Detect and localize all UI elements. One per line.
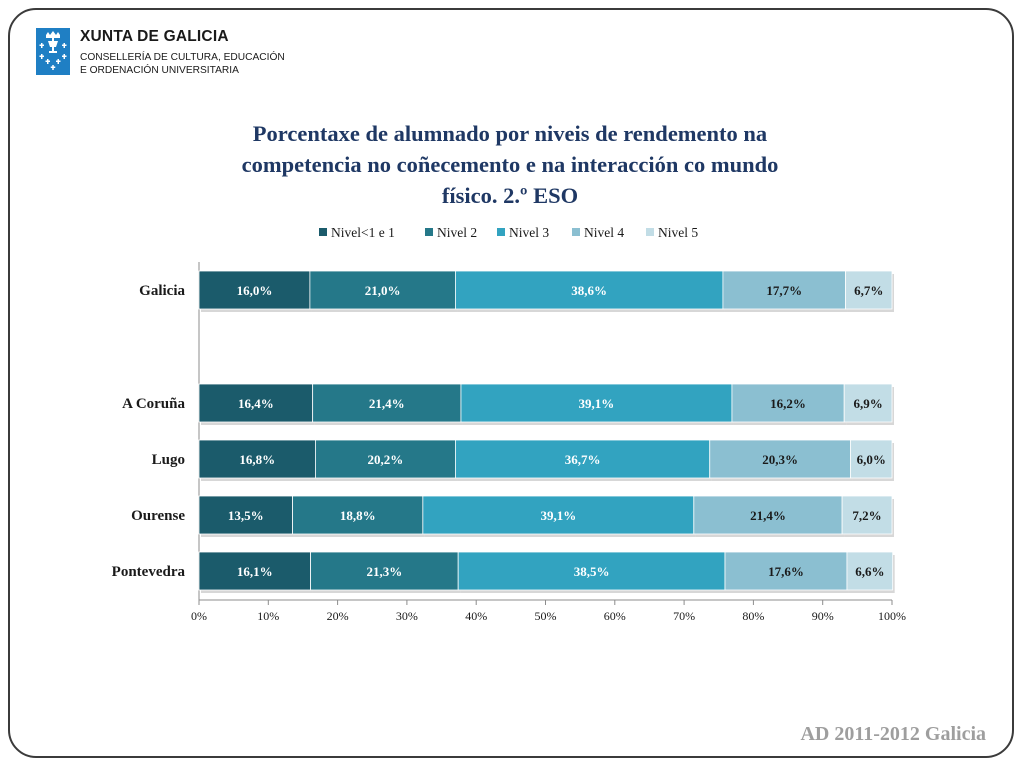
data-label-2-0: 16,4%: [238, 396, 274, 411]
x-tick-label-3: 30%: [396, 609, 418, 623]
x-tick-label-9: 90%: [812, 609, 834, 623]
dept-line-2: E ORDENACIÓN UNIVERSITARIA: [80, 65, 239, 76]
bar-segment-3-3: [709, 439, 851, 479]
bar-segment-3-2: [455, 439, 711, 479]
data-label-5-4: 6,6%: [855, 564, 884, 579]
dept-line-1: CONSELLERÍA DE CULTURA, EDUCACIÓN: [80, 52, 285, 63]
x-tick-label-6: 60%: [604, 609, 626, 623]
data-label-2-1: 21,4%: [369, 396, 405, 411]
x-tick-label-0: 0%: [191, 609, 207, 623]
bar-segment-3-4: [850, 439, 893, 479]
x-tick-label-8: 80%: [742, 609, 764, 623]
chart-title-line-3: físico. 2.º ESO: [441, 183, 579, 208]
data-label-3-2: 36,7%: [565, 452, 601, 467]
data-label-4-4: 7,2%: [852, 508, 881, 523]
legend-swatch-4: [572, 228, 580, 236]
x-tick-label-7: 70%: [673, 609, 695, 623]
bar-segment-2-2: [460, 383, 733, 423]
chart-title: Porcentaxe de alumnado por niveis de ren…: [170, 118, 850, 211]
legend-swatch-2: [425, 228, 433, 236]
category-label-2: A Coruña: [122, 396, 185, 412]
category-label-0: Galicia: [139, 283, 185, 299]
data-label-5-3: 17,6%: [768, 564, 804, 579]
data-label-0-0: 16,0%: [237, 283, 273, 298]
x-tick-label-4: 40%: [465, 609, 487, 623]
bar-segment-4-0: [198, 495, 293, 535]
data-label-5-0: 16,1%: [237, 564, 273, 579]
org-title: XUNTA DE GALICIA: [80, 28, 229, 45]
data-label-0-1: 21,0%: [365, 283, 401, 298]
data-label-4-1: 18,8%: [340, 508, 376, 523]
data-label-3-0: 16,8%: [239, 452, 275, 467]
legend-swatch-5: [646, 228, 654, 236]
bar-segment-3-1: [315, 439, 456, 479]
slide-frame: [8, 8, 1014, 758]
bar-segment-4-4: [841, 495, 893, 535]
legend-label-5: Nivel 5: [658, 225, 698, 240]
x-tick-label-5: 50%: [535, 609, 557, 623]
data-label-3-1: 20,2%: [368, 452, 404, 467]
data-label-4-2: 39,1%: [540, 508, 576, 523]
chart-title-line-1: Porcentaxe de alumnado por niveis de ren…: [252, 121, 768, 146]
legend-swatch-3: [497, 228, 505, 236]
bar-segment-5-2: [457, 551, 726, 591]
data-label-5-2: 38,5%: [574, 564, 610, 579]
bar-segment-2-3: [731, 383, 845, 423]
data-label-5-1: 21,3%: [367, 564, 403, 579]
category-label-3: Lugo: [152, 452, 185, 468]
galicia-coat-of-arms-icon: [36, 28, 70, 75]
data-label-0-3: 17,7%: [766, 283, 802, 298]
data-label-4-3: 21,4%: [750, 508, 786, 523]
footer-label: AD 2011-2012 Galicia: [800, 723, 986, 745]
bar-segment-0-3: [722, 270, 846, 310]
bar-segment-0-4: [845, 270, 893, 310]
x-tick-label-2: 20%: [327, 609, 349, 623]
bar-segment-4-1: [292, 495, 424, 535]
xunta-logo: XUNTA DE GALICIA CONSELLERÍA DE CULTURA,…: [36, 28, 336, 78]
bar-segment-2-4: [843, 383, 893, 423]
data-label-0-4: 6,7%: [854, 283, 883, 298]
data-label-3-3: 20,3%: [762, 452, 798, 467]
legend-swatch-1: [319, 228, 327, 236]
data-label-0-2: 38,6%: [571, 283, 607, 298]
bar-segment-4-3: [693, 495, 843, 535]
data-label-4-0: 13,5%: [228, 508, 264, 523]
bar-segment-5-3: [724, 551, 848, 591]
data-label-2-2: 39,1%: [579, 396, 615, 411]
category-label-4: Ourense: [131, 508, 185, 524]
chart-title-line-2: competencia no coñecemento e na interacc…: [241, 152, 779, 177]
bar-segment-2-0: [198, 383, 314, 423]
data-label-2-4: 6,9%: [853, 396, 882, 411]
bar-segment-5-4: [846, 551, 894, 591]
bar-segment-5-0: [198, 551, 311, 591]
legend-label-2: Nivel 2: [437, 225, 477, 240]
legend-label-3: Nivel 3: [509, 225, 549, 240]
x-tick-label-1: 10%: [257, 609, 279, 623]
bar-segment-3-0: [198, 439, 316, 479]
data-label-3-4: 6,0%: [857, 452, 886, 467]
category-label-5: Pontevedra: [112, 564, 186, 580]
bar-segment-0-1: [309, 270, 456, 310]
bar-segment-5-1: [310, 551, 459, 591]
data-label-2-3: 16,2%: [770, 396, 806, 411]
legend-label-4: Nivel 4: [584, 225, 624, 240]
legend-label-1: Nivel<1 e 1: [331, 225, 395, 240]
x-tick-label-10: 100%: [878, 609, 906, 623]
